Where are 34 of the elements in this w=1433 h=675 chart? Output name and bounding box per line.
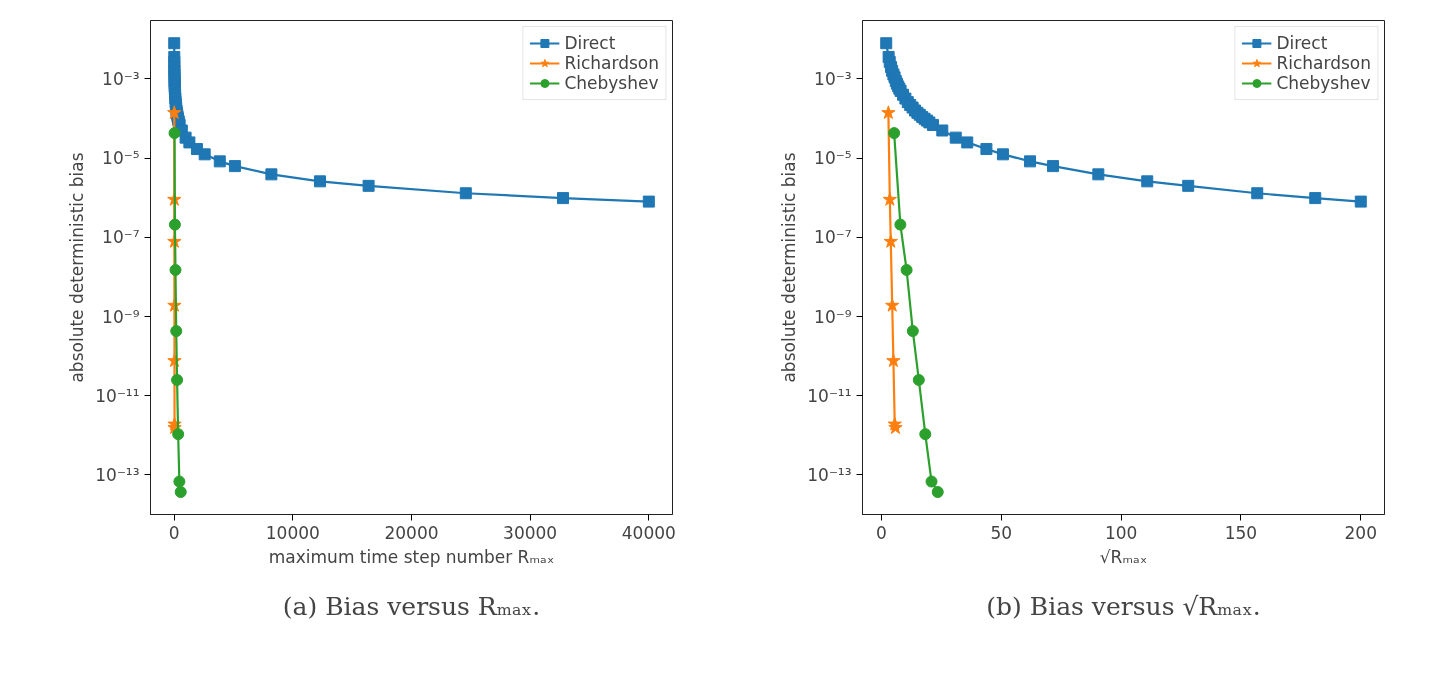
x-tick-label: 30000 <box>503 522 558 543</box>
y-tick-label: 10⁻⁷ <box>102 227 140 248</box>
y-axis-title: absolute deterministic bias <box>779 152 800 383</box>
legend-label: Direct <box>564 33 616 53</box>
y-tick-label: 10⁻¹³ <box>95 464 140 485</box>
legend-label: Chebyshev <box>1276 73 1371 93</box>
y-tick-label: 10⁻⁹ <box>102 306 140 327</box>
x-tick-label: 100 <box>1104 522 1138 543</box>
x-tick-label: 20000 <box>384 522 439 543</box>
y-tick-label: 10⁻⁹ <box>814 306 852 327</box>
text: (a) Bias versus Rₘₐₓ. <box>282 591 541 621</box>
y-axis-title: absolute deterministic bias <box>67 152 88 383</box>
y-tick-label: 10⁻⁵ <box>814 148 852 169</box>
y-tick-label: 10⁻⁷ <box>814 227 852 248</box>
legend-label: Direct <box>1276 33 1328 53</box>
x-axis-title: maximum time step number Rₘₐₓ <box>268 546 555 567</box>
x-tick-label: 200 <box>1344 522 1377 543</box>
x-axis-title: √Rₘₐₓ <box>1099 546 1148 567</box>
x-tick-label: 0 <box>168 522 180 543</box>
y-tick-label: 10⁻¹¹ <box>95 385 140 406</box>
y-tick-label: 10⁻⁵ <box>102 148 140 169</box>
text: (b) Bias versus √Rₘₐₓ. <box>986 591 1261 621</box>
legend-label: Richardson <box>564 53 659 73</box>
y-tick-label: 10⁻³ <box>814 68 852 89</box>
x-tick-label: 10000 <box>265 522 320 543</box>
legend-label: Richardson <box>1276 53 1371 73</box>
y-tick-label: 10⁻³ <box>102 68 140 89</box>
x-tick-label: 50 <box>990 522 1013 543</box>
legend-label: Chebyshev <box>564 73 659 93</box>
x-tick-label: 150 <box>1224 522 1258 543</box>
y-tick-label: 10⁻¹¹ <box>807 385 852 406</box>
x-tick-label: 0 <box>876 522 887 543</box>
x-tick-label: 40000 <box>621 522 676 543</box>
y-tick-label: 10⁻¹³ <box>807 464 852 485</box>
